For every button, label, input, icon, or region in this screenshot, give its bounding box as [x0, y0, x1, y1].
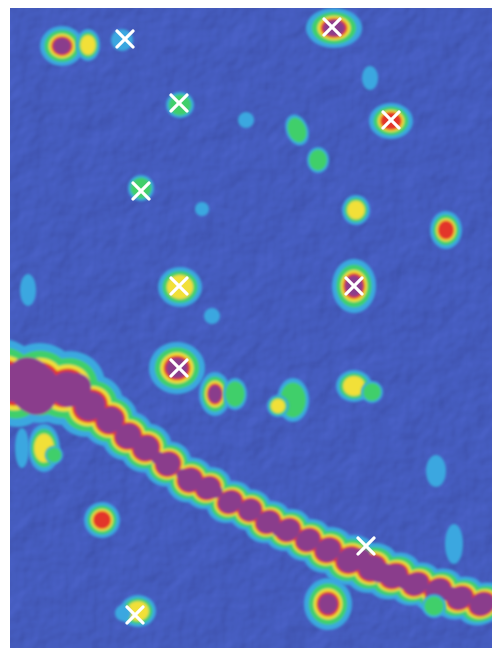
- peak-contour-level-4: [92, 510, 112, 530]
- relief-peak: [223, 378, 247, 410]
- relief-peak: [307, 147, 329, 173]
- x-cross-icon[interactable]: [381, 110, 401, 130]
- marker-stroke: [115, 29, 135, 49]
- peak-contour-level-2: [225, 381, 245, 407]
- ridge-peak: [341, 548, 371, 572]
- relief-peak: [199, 372, 231, 416]
- x-cross-icon[interactable]: [322, 17, 342, 37]
- peak-contour-level-1: [445, 524, 463, 564]
- peak-contour-level-1: [195, 202, 209, 216]
- ridge-peak: [176, 468, 188, 480]
- peak-contour-level-2: [362, 382, 382, 402]
- marker-stroke: [131, 181, 151, 201]
- relief-peak: [45, 446, 63, 464]
- peak-contour-level-1: [238, 112, 254, 128]
- ridge-peak: [98, 410, 118, 430]
- ridge-contour-level-5: [238, 499, 262, 521]
- x-cross-icon[interactable]: [131, 181, 151, 201]
- relief-peak: [238, 112, 254, 128]
- relief-peak: [304, 578, 352, 630]
- x-cross-icon[interactable]: [169, 358, 189, 378]
- x-cross-icon[interactable]: [356, 536, 376, 556]
- x-cross-icon[interactable]: [125, 605, 145, 625]
- peak-contour-level-2: [287, 117, 307, 143]
- peak-contour-level-1: [15, 428, 29, 468]
- relief-peak: [422, 594, 446, 618]
- marker-stroke: [344, 276, 364, 296]
- peak-contour-level-1: [204, 308, 220, 324]
- x-cross-icon[interactable]: [169, 276, 189, 296]
- terrain-texture: [10, 8, 492, 648]
- peak-contour-level-3: [343, 376, 365, 396]
- relief-peak: [20, 274, 36, 306]
- ridge-peak: [10, 357, 58, 415]
- marker-layer: [115, 17, 401, 625]
- marker-stroke: [169, 93, 189, 113]
- peak-contour-level-2: [424, 596, 444, 616]
- peak-contour-level-5: [53, 37, 71, 55]
- relief-peak: [128, 175, 154, 201]
- peak-contour-level-4: [437, 220, 455, 240]
- marker-stroke: [381, 110, 401, 130]
- relief-peak: [430, 211, 462, 249]
- relief-peak: [84, 502, 120, 538]
- peak-contour-level-2: [308, 149, 328, 171]
- peak-contour-level-2: [46, 447, 62, 463]
- ridge-peak: [370, 563, 394, 583]
- peak-contour-level-3: [347, 200, 365, 220]
- ridge-peak: [52, 373, 92, 407]
- relief-map[interactable]: [10, 8, 492, 648]
- marker-stroke: [169, 358, 189, 378]
- relief-peak: [361, 381, 383, 403]
- relief-peak: [195, 202, 209, 216]
- x-cross-icon[interactable]: [115, 29, 135, 49]
- peak-contour-level-3: [80, 35, 96, 55]
- peak-contour-level-2: [130, 177, 152, 199]
- relief-peak: [426, 455, 446, 487]
- peak-contour-level-3: [270, 398, 286, 414]
- ridge-peak: [438, 586, 458, 602]
- ridge-peak: [123, 431, 141, 449]
- peak-contour-level-1: [362, 66, 378, 90]
- x-cross-icon[interactable]: [344, 276, 364, 296]
- relief-peak: [362, 66, 378, 90]
- ridge-peak: [272, 523, 288, 537]
- relief-peak: [267, 395, 289, 417]
- marker-stroke: [125, 605, 145, 625]
- peak-contour-level-5: [318, 593, 338, 615]
- peak-contour-level-1: [20, 274, 36, 306]
- peak-contour-level-5: [208, 385, 222, 403]
- ridge-contour-level-5: [469, 592, 492, 616]
- x-cross-icon[interactable]: [169, 93, 189, 113]
- relief-peak: [285, 114, 309, 146]
- marker-stroke: [322, 17, 342, 37]
- marker-stroke: [169, 276, 189, 296]
- peak-contour-level-1: [426, 455, 446, 487]
- ridge-peak: [398, 574, 418, 590]
- relief-peak: [40, 26, 84, 66]
- ridge-contour-level-5: [218, 490, 242, 514]
- ridge-peak: [209, 485, 223, 499]
- ridge-peak: [151, 451, 165, 465]
- marker-stroke: [356, 536, 376, 556]
- relief-peak: [342, 195, 370, 225]
- relief-peak: [445, 524, 463, 564]
- relief-peak: [204, 308, 220, 324]
- relief-peak: [336, 370, 372, 402]
- relief-peak: [15, 428, 29, 468]
- ridge-peak: [300, 531, 316, 545]
- ridge-contour-level-5: [315, 538, 341, 562]
- relief-peak: [76, 29, 100, 61]
